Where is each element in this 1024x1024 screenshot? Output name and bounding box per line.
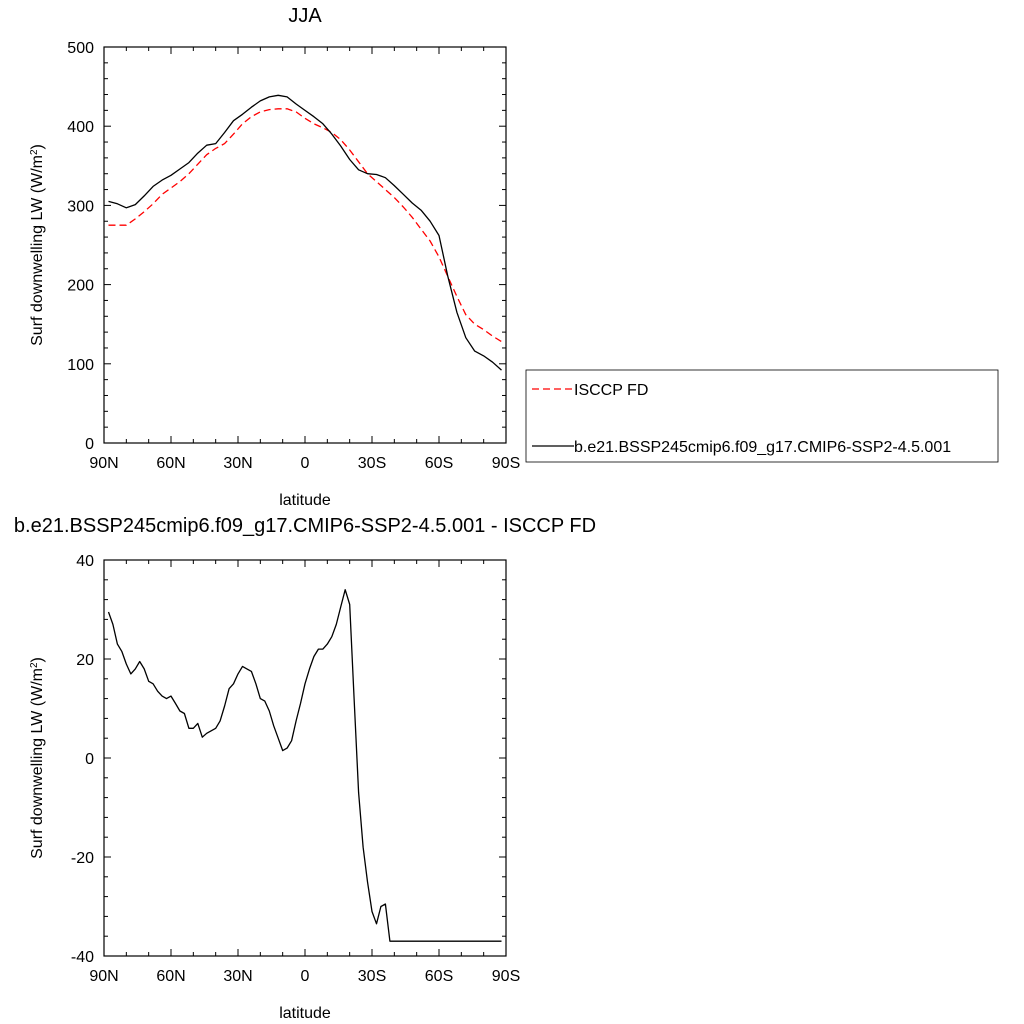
top-x-tick-label: 90S [492, 455, 520, 472]
bottom-x-tick-label: 90S [492, 968, 520, 985]
top-y-tick-label: 500 [67, 40, 94, 57]
top-x-tick-label: 60N [156, 455, 185, 472]
bottom-x-tick-label: 60S [425, 968, 453, 985]
legend-box [525, 369, 999, 463]
top-x-tick-label: 90N [89, 455, 118, 472]
bottom-x-tick-label: 30S [358, 968, 386, 985]
bottom-y-tick-label: 20 [76, 652, 94, 669]
bottom-y-tick-label: -40 [71, 949, 94, 966]
bottom-x-tick-label: 90N [89, 968, 118, 985]
bottom-series-line-0 [107, 589, 502, 942]
bottom-chart-panel: b.e21.BSSP245cmip6.f09_g17.CMIP6-SSP2-4.… [14, 515, 596, 1022]
top-x-tick-label: 30S [358, 455, 386, 472]
bottom-x-tick-label: 30N [223, 968, 252, 985]
top-chart-panel: JJA 90N 60N 30N 0 30S 60S 90S0100200300400500 … [29, 5, 521, 509]
top-x-tick-label: 0 [301, 455, 310, 472]
top-series-line-0 [108, 108, 502, 343]
bottom-y-tick-label: 0 [85, 751, 94, 768]
top-y-tick-label: 0 [85, 436, 94, 453]
top-y-tick-label: 300 [67, 198, 94, 215]
top-y-tick-label: 400 [67, 119, 94, 136]
bottom-y-tick-label: 40 [76, 553, 94, 570]
bottom-x-tick-label: 60N [156, 968, 185, 985]
top-x-axis-label: latitude [279, 492, 331, 509]
legend-label-isccp: ISCCP FD [574, 382, 648, 399]
top-series-line-1 [108, 94, 502, 371]
top-y-tick-label: 200 [67, 278, 94, 295]
top-y-tick-label: 100 [67, 357, 94, 374]
bottom-x-tick-label: 0 [301, 968, 310, 985]
top-plot-frame [103, 46, 507, 444]
bottom-y-axis-label: Surf downwelling LW (W/m2) [29, 657, 47, 859]
top-chart-title: JJA [288, 5, 322, 27]
legend: ISCCP FD b.e21.BSSP245cmip6.f09_g17.CMIP… [525, 369, 999, 463]
bottom-x-axis-label: latitude [279, 1005, 331, 1022]
legend-label-model: b.e21.BSSP245cmip6.f09_g17.CMIP6-SSP2-4.… [574, 439, 951, 456]
bottom-plot-frame [103, 559, 507, 957]
top-x-tick-label: 60S [425, 455, 453, 472]
top-x-tick-label: 30N [223, 455, 252, 472]
top-y-axis-label: Surf downwelling LW (W/m2) [29, 144, 47, 346]
bottom-y-tick-label: -20 [71, 850, 94, 867]
bottom-chart-title: b.e21.BSSP245cmip6.f09_g17.CMIP6-SSP2-4.… [14, 515, 596, 537]
